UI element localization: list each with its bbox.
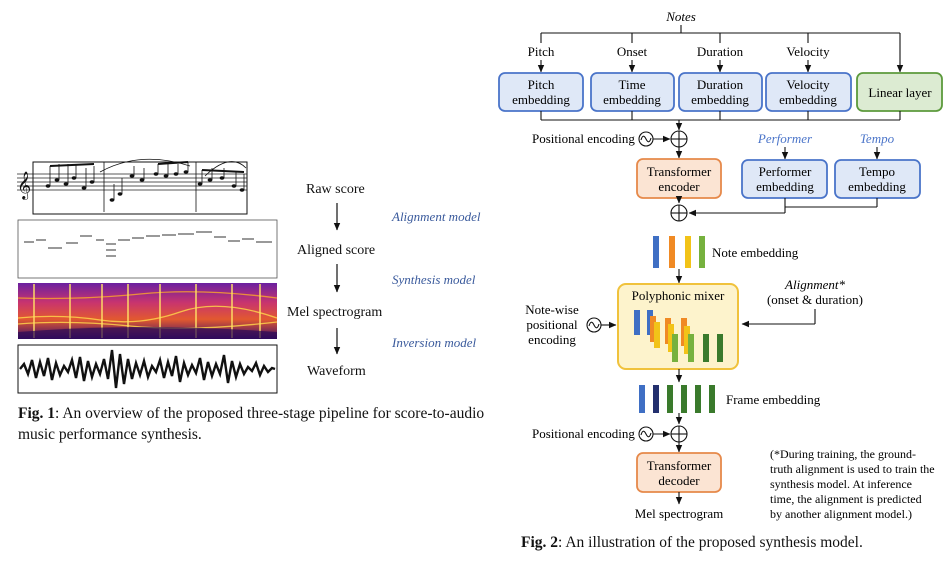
encoder-line2: encoder: [658, 179, 700, 194]
attribute-labels: Pitch Onset Duration Velocity: [528, 44, 831, 59]
decoder-line2: decoder: [658, 473, 700, 488]
svg-text:𝄞: 𝄞: [17, 172, 31, 200]
performer-embedding-line1: Performer: [759, 164, 812, 179]
aligned-score-image: [17, 219, 278, 279]
note-embedding-bars: [653, 236, 705, 268]
fig1-stage-labels: Raw score Aligned score Mel spectrogram …: [287, 182, 382, 379]
sum-node-2: [670, 204, 688, 222]
fig1-caption: Fig. 1: An overview of the proposed thre…: [18, 403, 488, 445]
positional-encoding-icon-1: [638, 131, 654, 147]
frame-embedding-label: Frame embedding: [726, 392, 821, 407]
velocity-embedding-box: Velocity embedding: [765, 72, 852, 112]
pitch-embedding-line2: embedding: [512, 92, 570, 107]
sum-node-3: [670, 425, 688, 443]
positional-encoding-icon-2: [638, 426, 654, 442]
duration-embedding-line2: embedding: [691, 92, 749, 107]
footnote-line5: by another alignment model.): [770, 507, 912, 521]
velocity-attribute-label: Velocity: [786, 44, 830, 59]
decoder-line1: Transformer: [647, 458, 712, 473]
linear-layer-box: Linear layer: [856, 72, 943, 112]
performer-input-label: Performer: [757, 131, 813, 146]
performer-embedding-box: Performer embedding: [741, 159, 828, 199]
onset-attribute-label: Onset: [617, 44, 648, 59]
encoder-line1: Transformer: [647, 164, 712, 179]
fig1-caption-label: Fig. 1: [18, 405, 56, 422]
fig2-caption-label: Fig. 2: [521, 534, 559, 551]
positional-encoding-label-1: Positional encoding: [532, 131, 635, 146]
polyphonic-mixer-label: Polyphonic mixer: [632, 288, 725, 303]
footnote-line1: (*During training, the ground-: [770, 447, 916, 461]
notes-bracket: [540, 25, 900, 43]
duration-embedding-line1: Duration: [697, 77, 744, 92]
linear-layer-label: Linear layer: [868, 85, 932, 100]
notewise-pe-line1: Note-wise: [525, 302, 579, 317]
mixer-bars: [634, 310, 723, 362]
fig2-caption-text: : An illustration of the proposed synthe…: [558, 534, 863, 551]
raw-score-image: 𝄞: [17, 158, 248, 215]
polyphonic-mixer-box: Polyphonic mixer: [617, 283, 739, 370]
footnote-line4: time, the alignment is predicted: [770, 492, 922, 506]
positional-encoding-label-2: Positional encoding: [532, 426, 635, 441]
mel-spectrogram-label: Mel spectrogram: [287, 305, 382, 320]
synthesis-model-label: Synthesis model: [392, 272, 476, 287]
footnote-line2: truth alignment is used to train the: [770, 462, 935, 476]
raw-score-label: Raw score: [306, 182, 365, 197]
velocity-embedding-line2: embedding: [779, 92, 837, 107]
pitch-embedding-box: Pitch embedding: [498, 72, 584, 112]
fig2-caption: Fig. 2: An illustration of the proposed …: [521, 532, 941, 553]
aligned-score-label: Aligned score: [297, 243, 375, 258]
conditioning-merge-lines: [784, 198, 878, 208]
time-embedding-line2: embedding: [603, 92, 661, 107]
fig1-caption-text: : An overview of the proposed three-stag…: [18, 405, 485, 443]
pitch-attribute-label: Pitch: [528, 44, 555, 59]
notes-label: Notes: [665, 9, 696, 24]
time-embedding-line1: Time: [619, 77, 646, 92]
alignment-arrow: [741, 309, 816, 328]
tempo-input-label: Tempo: [860, 131, 895, 146]
embedding-boxes: Pitch embedding Time embedding Duration …: [498, 72, 943, 112]
duration-embedding-box: Duration embedding: [678, 72, 763, 112]
attribute-arrows: [537, 60, 812, 73]
alignment-footnote: (*During training, the ground- truth ali…: [770, 447, 935, 521]
notewise-pe-line3: encoding: [528, 332, 576, 347]
tempo-embedding-line2: embedding: [848, 179, 906, 194]
alignment-model-label: Alignment model: [391, 209, 481, 224]
frame-embedding-bars: [639, 385, 715, 413]
alignment-sub-label: (onset & duration): [767, 292, 863, 307]
mel-spectrogram-image: [17, 283, 278, 339]
transformer-decoder-box: Transformer decoder: [636, 452, 722, 493]
fig1-model-labels: Alignment model Synthesis model Inversio…: [391, 209, 481, 350]
conditioning-boxes: Performer embedding Tempo embedding: [741, 159, 921, 199]
time-embedding-box: Time embedding: [590, 72, 675, 112]
sum-node-1: [670, 130, 688, 148]
tempo-embedding-line1: Tempo: [859, 164, 895, 179]
mel-output-label: Mel spectrogram: [635, 506, 723, 521]
performer-embedding-line2: embedding: [756, 179, 814, 194]
alignment-label: Alignment*: [784, 277, 845, 292]
waveform-label: Waveform: [307, 364, 366, 379]
inversion-model-label: Inversion model: [391, 335, 477, 350]
notewise-pe-line2: positional: [526, 317, 578, 332]
duration-attribute-label: Duration: [697, 44, 744, 59]
footnote-line3: synthesis model. At inference: [770, 477, 912, 491]
notewise-pe-icon: [586, 317, 602, 333]
waveform-image: [17, 344, 278, 394]
notewise-pe-label: Note-wise positional encoding: [525, 302, 579, 347]
transformer-encoder-box: Transformer encoder: [636, 158, 722, 199]
fig1-pipeline: 𝄞: [17, 158, 481, 394]
note-embedding-label: Note embedding: [712, 245, 799, 260]
velocity-embedding-line1: Velocity: [786, 77, 830, 92]
tempo-embedding-box: Tempo embedding: [834, 159, 921, 199]
fig2-diagram: Notes Pitch Onset Duration Velocity: [498, 9, 943, 521]
embedding-merge-lines: [540, 111, 901, 121]
pitch-embedding-line1: Pitch: [528, 77, 555, 92]
